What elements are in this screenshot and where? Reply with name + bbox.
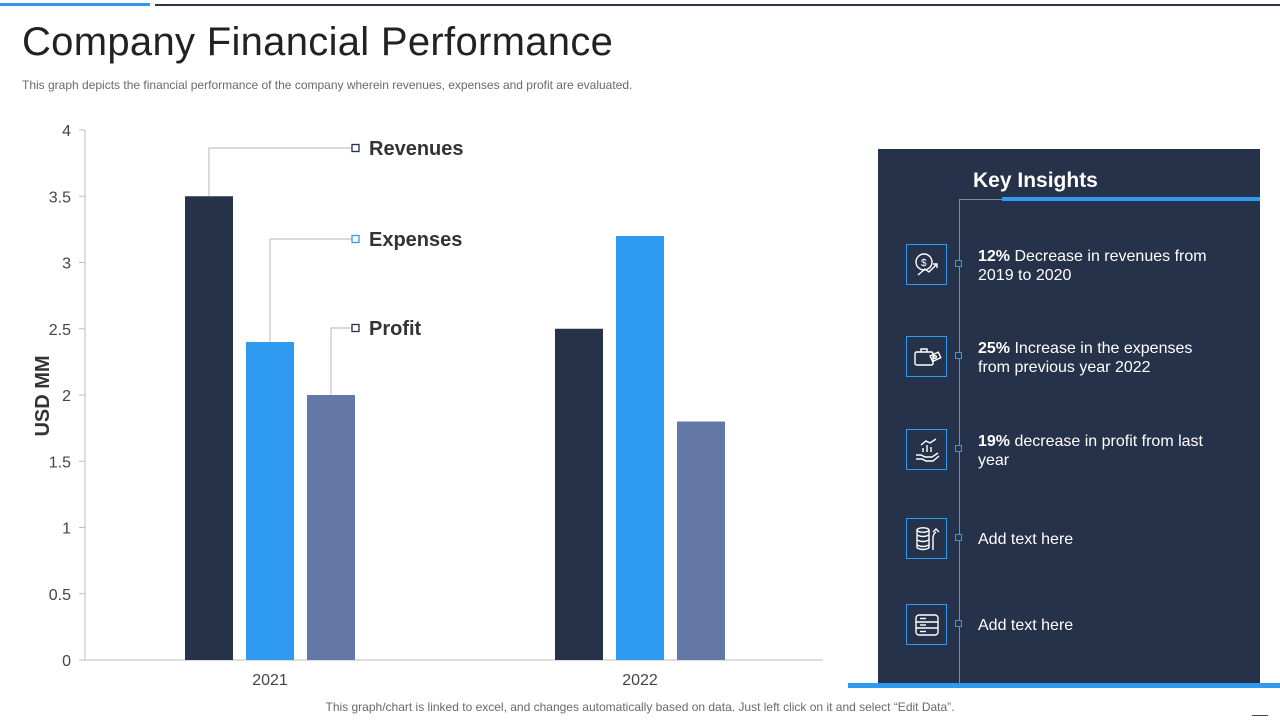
legend-label-revenues: Revenues [369,138,464,160]
bar-expenses-2022 [616,236,664,660]
insight-item: 25% Increase in the expenses from previo… [878,336,1260,382]
revenue-decline-icon: $ [906,244,947,285]
y-tick-label: 0 [62,653,71,670]
top-divider-line [155,4,1280,6]
bar-chart[interactable]: 0 0.5 1 1.5 2 2.5 3 3.5 4 USD MM 2021 2022 Revenues E… [0,110,850,695]
svg-text:$: $ [921,258,927,269]
key-insights-title: Key Insights [973,169,1098,192]
legend-label-profit: Profit [369,318,422,340]
corner-mark [1252,715,1268,716]
key-insights-underline [1002,197,1260,201]
briefcase-money-icon [906,336,947,377]
y-tick-label: 1.5 [49,454,71,471]
insight-node [955,620,962,627]
legend-marker [351,234,360,244]
top-accent-line [0,3,150,6]
insight-node [955,534,962,541]
bar-profit-2022 [677,421,725,660]
insight-item: $ 12% Decrease in revenues from 2019 to … [878,244,1260,290]
legend-label-expenses: Expenses [369,229,462,251]
panel-bottom-accent [848,683,1280,688]
insight-text: Add text here [978,617,1074,634]
insight-item: 19% decrease in profit from last year [878,429,1260,475]
insight-text: Add text here [978,531,1074,548]
page-title: Company Financial Performance [22,20,614,64]
page-subtitle: This graph depicts the financial perform… [22,78,633,92]
hand-growth-chart-icon [906,429,947,470]
insight-text: 19% decrease in profit from last year [978,433,1203,469]
legend-connector [330,327,352,395]
insight-text: 25% Increase in the expenses from previo… [978,340,1193,376]
legend-connector [269,238,352,342]
insight-node [955,445,962,452]
insight-item: Add text here [878,604,1260,650]
legend-marker [351,323,360,333]
x-tick-label: 2022 [622,672,658,689]
insights-connector-branch [959,199,1002,200]
bar-profit-2021 [307,395,355,660]
insight-item: Add text here [878,518,1260,564]
y-axis-label: USD MM [32,355,54,436]
footer-note: This graph/chart is linked to excel, and… [325,700,955,714]
insights-connector-line [959,199,960,685]
bar-expenses-2021 [246,342,294,660]
key-insights-panel: Key Insights $ 12% Decrease in revenues … [878,149,1260,685]
bar-revenues-2021 [185,196,233,660]
x-tick-label: 2021 [252,672,288,689]
y-tick-label: 2.5 [49,322,71,339]
insight-node [955,260,962,267]
insight-node [955,352,962,359]
y-tick-label: 2 [62,388,71,405]
y-tick-label: 0.5 [49,587,71,604]
server-stack-icon [906,604,947,645]
y-tick-label: 3.5 [49,189,71,206]
y-tick-label: 1 [62,521,71,538]
bar-revenues-2022 [555,328,603,660]
insight-text: 12% Decrease in revenues from 2019 to 20… [978,248,1207,284]
legend-connector [208,147,352,197]
y-tick-label: 3 [62,256,71,273]
legend-marker [351,143,360,153]
y-tick-label: 4 [62,123,71,140]
coin-stack-icon [906,518,947,559]
